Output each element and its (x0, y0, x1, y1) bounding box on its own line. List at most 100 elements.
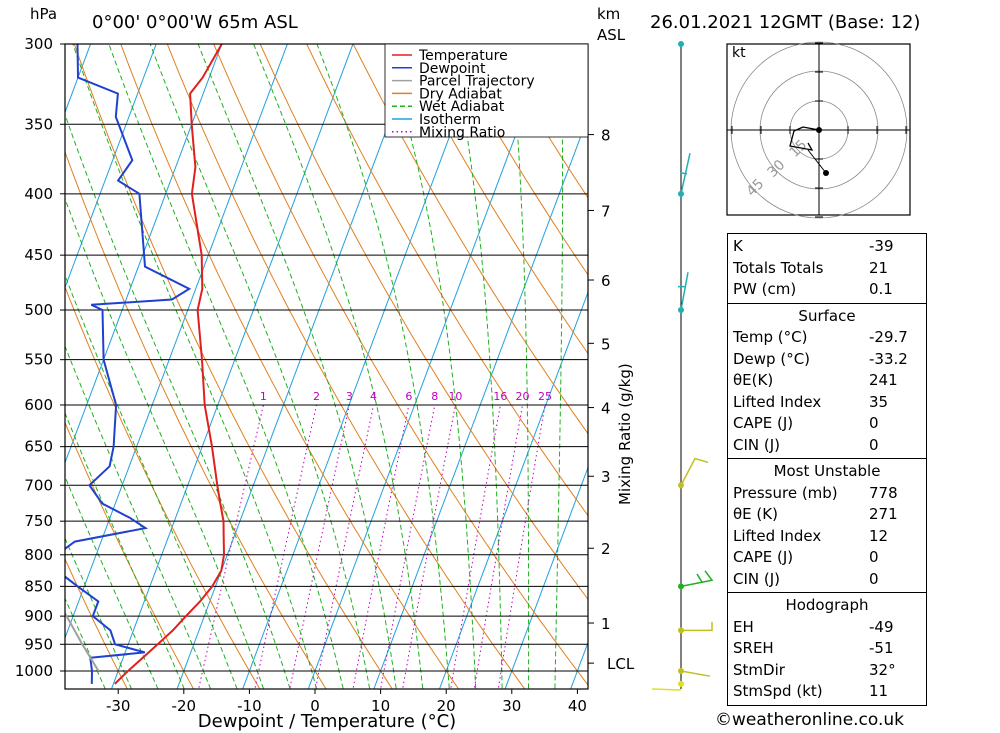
surface-label: CIN (J) (733, 435, 781, 454)
most-unstable-label: Pressure (mb) (733, 483, 838, 502)
most-unstable-table: Most Unstable Pressure (mb) 778 θE (K) 271 L… (727, 459, 927, 593)
wet-adiabat-line (450, 44, 503, 689)
surface-value: 241 (869, 371, 898, 389)
altitude-axis: 8 7 6 5 4 3 2 1 LCL (588, 127, 635, 673)
hodograph-row: SREH -51 (733, 638, 921, 660)
hodograph-point (816, 127, 822, 133)
mixing-ratio-label: 2 (313, 390, 320, 403)
dry-adiabat-line (120, 44, 460, 689)
pressure-tick-label: 300 (24, 35, 53, 53)
mixing-ratio-line (352, 404, 410, 689)
hodograph-trace (789, 126, 820, 151)
mixing-ratio-label: 3 (346, 390, 353, 403)
dewpoint-line (65, 44, 192, 684)
km-tick-label: 4 (601, 400, 611, 418)
mixing-ratio-label: 20 (515, 390, 529, 403)
surface-value: 0 (869, 414, 879, 432)
index-value: 21 (869, 258, 889, 277)
indices-panel: K -39 Totals Totals 21 PW (cm) 0.1 Surface Te… (727, 233, 927, 706)
wind-barb (680, 457, 709, 486)
surface-value: -33.2 (869, 349, 908, 368)
hodograph-table: Hodograph EH -49 SREH -51 StmDir 32° StmSpd (k… (727, 593, 927, 706)
isotherm-line (65, 44, 288, 640)
wet-adiabat-line (65, 475, 159, 689)
km-label: km (597, 5, 620, 23)
storm-motion-line (807, 149, 827, 174)
legend-label: Parcel Trajectory (419, 74, 535, 90)
dry-adiabat-line (399, 44, 588, 355)
x-tick-label: 10 (371, 697, 390, 715)
legend-label: Wet Adiabat (419, 99, 505, 115)
mixing-ratio-label: 1 (260, 390, 267, 403)
mixing-ratio-line (402, 404, 456, 689)
pressure-tick-label: 550 (24, 351, 53, 369)
x-tick-label: 30 (502, 697, 521, 715)
wet-adiabat-line (384, 44, 477, 689)
pressure-axis: 300 350 400 450 500 550 600 650 700 750 800 850 900 9… (15, 35, 65, 680)
datetime-title: 26.01.2021 12GMT (Base: 12) (650, 12, 920, 33)
surface-label: CAPE (J) (733, 414, 794, 432)
surface-label: Lifted Index (733, 392, 822, 411)
most-unstable-title: Most Unstable (773, 462, 881, 480)
surface-label: θE(K) (733, 371, 774, 389)
hodograph-label: EH (733, 617, 754, 636)
index-label: PW (cm) (733, 280, 797, 298)
dry-adiabat-line (213, 44, 588, 686)
most-unstable-value: 0 (869, 569, 879, 588)
x-tick-label: 20 (437, 697, 456, 715)
indices-table: K -39 Totals Totals 21 PW (cm) 0.1 (727, 233, 927, 304)
dry-adiabat-line (65, 285, 261, 689)
surface-row: CIN (J) 0 (733, 435, 921, 457)
km-tick-label: 2 (601, 540, 611, 558)
isotherm-line (110, 44, 354, 689)
most-unstable-label: CAPE (J) (733, 548, 794, 566)
most-unstable-row: Pressure (mb) 778 (733, 483, 921, 505)
hpa-label: hPa (30, 5, 57, 23)
x-tick-label: 40 (568, 697, 587, 715)
dry-adiabat-line (445, 44, 588, 276)
x-axis-label: Dewpoint / Temperature (°C) (198, 711, 456, 732)
surface-row: Dewp (°C) -33.2 (733, 349, 921, 371)
mixing-ratio-line (314, 404, 374, 689)
pressure-tick-label: 450 (24, 246, 53, 264)
km-tick-label: 3 (601, 468, 611, 486)
mixing-ratio-label: 4 (370, 390, 377, 403)
hodograph-row: EH -49 (733, 617, 921, 639)
hodograph-row: StmDir 32° (733, 660, 921, 682)
most-unstable-value: 0 (869, 548, 879, 566)
mixing-ratio-line (450, 404, 501, 689)
km-tick-label: 5 (601, 335, 611, 353)
wind-barb (651, 688, 682, 691)
isotherm-line (438, 290, 588, 689)
most-unstable-label: Lifted Index (733, 526, 822, 545)
most-unstable-value: 271 (869, 505, 898, 523)
surface-label: Dewp (°C) (733, 349, 811, 368)
index-label: Totals Totals (733, 258, 824, 277)
mixing-ratio-labels: 1 2 3 4 6 8 10 16 20 25 (260, 390, 552, 403)
copyright[interactable]: ©weatheronline.co.uk (715, 710, 905, 730)
surface-row: Lifted Index 35 (733, 392, 921, 414)
wind-profile (651, 41, 714, 691)
mixing-ratio-axis-label: Mixing Ratio (g/kg) (616, 363, 634, 505)
legend-label: Dry Adiabat (419, 86, 502, 102)
mixing-ratio-label: 6 (405, 390, 412, 403)
hodograph-value: -49 (869, 617, 894, 636)
legend-label: Mixing Ratio (419, 125, 505, 141)
hodograph-unit: kt (732, 45, 746, 61)
temperature-line (114, 44, 226, 685)
wet-adiabat-line (316, 44, 450, 689)
lcl-label: LCL (607, 655, 635, 673)
wet-adiabat-line (554, 44, 564, 689)
hodograph-row: StmSpd (kt) 11 (733, 681, 921, 703)
pressure-tick-label: 500 (24, 301, 53, 319)
wind-barb (678, 272, 689, 311)
hodograph-title: Hodograph (785, 596, 869, 614)
wet-adiabat-line (65, 197, 265, 689)
wet-adiabat-line (197, 44, 397, 689)
pressure-tick-label: 750 (24, 512, 53, 530)
mixing-ratio-line (380, 404, 436, 689)
most-unstable-row: CIN (J) 0 (733, 569, 921, 591)
km-tick-label: 7 (601, 202, 611, 220)
